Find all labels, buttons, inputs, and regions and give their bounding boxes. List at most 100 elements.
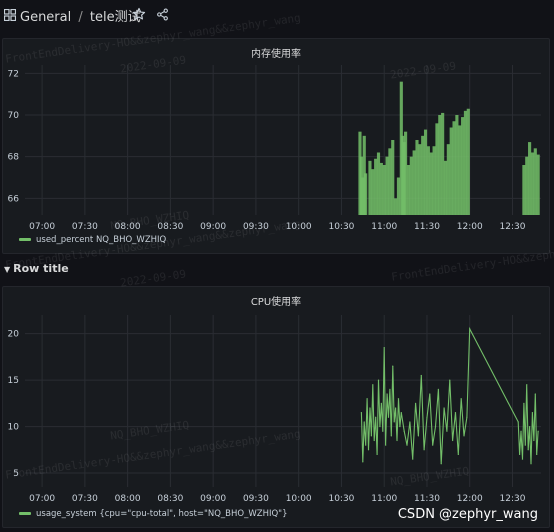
data-point bbox=[362, 461, 364, 463]
x-tick-label: 10:30 bbox=[328, 494, 354, 504]
memory-chart: 66 68 70 72 07:00 07:30 08:00 08:30 09:00 09:30 10… bbox=[8, 65, 541, 232]
data-point bbox=[399, 425, 401, 428]
cpu-chart: 5 10 15 20 07:00 07:30 08:00 08:30 09:00 09:30 10:… bbox=[8, 315, 541, 504]
row-title: Row title bbox=[13, 262, 69, 275]
grid-icon[interactable] bbox=[4, 9, 16, 21]
data-bar bbox=[536, 154, 540, 215]
star-icon[interactable] bbox=[132, 7, 146, 21]
data-point bbox=[360, 412, 362, 414]
x-tick-label: 11:00 bbox=[371, 222, 397, 232]
data-bar bbox=[394, 198, 398, 215]
data-bar bbox=[458, 125, 462, 215]
data-point bbox=[389, 388, 391, 390]
data-bar bbox=[528, 142, 532, 215]
data-point bbox=[526, 384, 528, 386]
data-bar bbox=[461, 117, 465, 215]
data-point bbox=[469, 328, 471, 330]
data-point bbox=[396, 439, 398, 442]
data-point bbox=[460, 398, 462, 400]
x-tick-label: 08:00 bbox=[115, 222, 141, 232]
data-point bbox=[446, 430, 448, 432]
x-tick-label: 10:00 bbox=[286, 222, 312, 232]
cpu-panel[interactable]: CPU使用率 5 10 15 20 07:00 07:30 08:00 08:30 09:00 0… bbox=[2, 286, 550, 528]
data-bar bbox=[522, 165, 526, 215]
breadcrumb-dashboard[interactable]: tele测试 bbox=[89, 10, 141, 25]
data-point bbox=[517, 421, 519, 423]
x-tick-label: 09:30 bbox=[243, 222, 269, 232]
data-bar bbox=[446, 144, 450, 215]
data-bar bbox=[418, 144, 422, 215]
x-tick-label: 07:00 bbox=[29, 494, 55, 504]
x-tick-label: 12:30 bbox=[500, 222, 526, 232]
data-bar bbox=[463, 110, 468, 215]
data-bar bbox=[429, 152, 433, 215]
data-point bbox=[379, 425, 381, 428]
data-point bbox=[426, 416, 428, 418]
data-point bbox=[429, 393, 431, 395]
data-point bbox=[434, 425, 437, 428]
data-point bbox=[373, 439, 375, 442]
breadcrumb: General / tele测试 bbox=[20, 6, 141, 25]
breadcrumb-folder[interactable]: General bbox=[20, 10, 72, 25]
data-point bbox=[423, 449, 425, 451]
legend-item[interactable]: used_percent NQ_BHO_WZHIQ bbox=[19, 235, 166, 245]
row-header[interactable]: ▼ Row title bbox=[4, 262, 69, 275]
data-bar bbox=[432, 146, 436, 215]
x-tick-label: 09:30 bbox=[243, 494, 269, 504]
data-bar bbox=[443, 160, 448, 215]
share-icon[interactable] bbox=[156, 8, 169, 21]
data-bar bbox=[530, 152, 535, 215]
data-point bbox=[463, 435, 465, 437]
data-bar bbox=[376, 152, 381, 215]
data-bar bbox=[391, 140, 395, 215]
data-point bbox=[375, 416, 377, 418]
data-point bbox=[367, 449, 370, 451]
csdn-credit: CSDN @zephyr_wang bbox=[397, 507, 538, 522]
data-point bbox=[393, 421, 395, 423]
x-tick-label: 10:30 bbox=[328, 222, 354, 232]
data-bar bbox=[385, 156, 389, 215]
data-point bbox=[369, 407, 371, 409]
data-point bbox=[443, 407, 445, 409]
x-tick-label: 08:00 bbox=[115, 494, 141, 504]
data-point bbox=[414, 402, 417, 404]
data-point bbox=[530, 463, 532, 465]
data-bar bbox=[404, 131, 408, 215]
y-tick-label: 5 bbox=[13, 469, 19, 479]
data-bar bbox=[382, 165, 386, 215]
data-bar bbox=[533, 148, 537, 215]
data-bar bbox=[379, 162, 383, 215]
data-point bbox=[383, 346, 385, 349]
x-tick-label: 08:30 bbox=[157, 222, 183, 232]
data-point bbox=[524, 444, 526, 446]
data-point bbox=[432, 444, 434, 446]
data-point bbox=[380, 402, 382, 404]
x-tick-label: 07:00 bbox=[29, 222, 55, 232]
memory-panel[interactable]: 内存使用率 66 68 70 72 07:00 07:30 08:00 08:30 09:00 0… bbox=[2, 38, 550, 254]
legend-item[interactable]: usage_system {cpu="cpu-total", host="NQ_… bbox=[19, 509, 287, 519]
chevron-down-icon[interactable]: ▼ bbox=[4, 265, 11, 274]
data-point bbox=[536, 453, 538, 456]
data-point bbox=[440, 463, 442, 465]
data-point bbox=[452, 439, 454, 442]
x-tick-label: 07:30 bbox=[72, 222, 98, 232]
data-point bbox=[387, 416, 390, 418]
x-tick-label: 11:30 bbox=[414, 222, 440, 232]
legend-label: usage_system {cpu="cpu-total", host="NQ_… bbox=[36, 509, 288, 519]
data-bar bbox=[423, 129, 428, 215]
panel-title: 内存使用率 bbox=[251, 49, 301, 60]
data-bar bbox=[455, 115, 459, 215]
x-tick-label: 11:00 bbox=[371, 494, 397, 504]
data-point bbox=[366, 398, 368, 400]
data-bar bbox=[388, 148, 392, 215]
data-point bbox=[376, 453, 378, 456]
data-point bbox=[397, 398, 400, 400]
data-bar bbox=[412, 150, 416, 215]
data-point bbox=[533, 439, 535, 442]
data-bar bbox=[368, 160, 372, 215]
data-point bbox=[395, 407, 397, 409]
data-point bbox=[365, 444, 367, 446]
data-bar bbox=[396, 177, 401, 215]
data-point bbox=[412, 458, 414, 460]
series-line bbox=[360, 326, 539, 464]
